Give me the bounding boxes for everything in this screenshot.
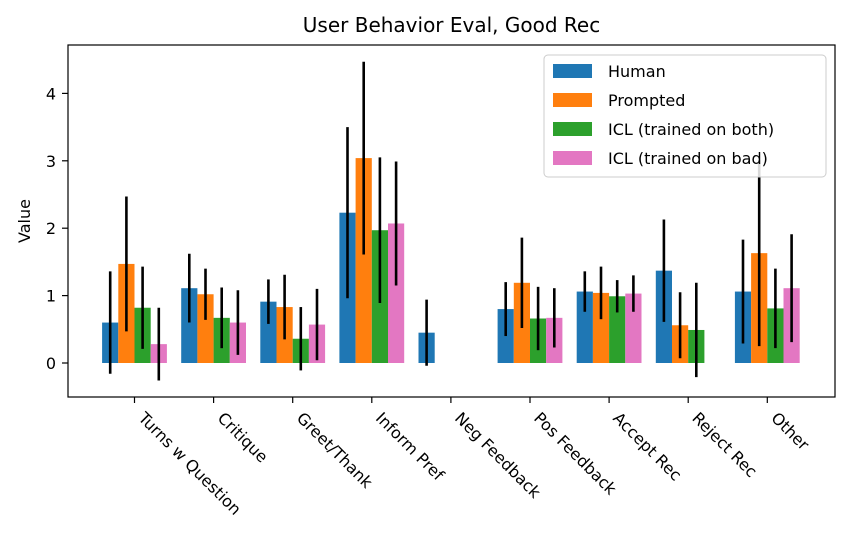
bar-0-1 [181,288,198,363]
y-axis-label: Value [15,199,34,243]
bar-0-2 [260,301,277,363]
legend-label: ICL (trained on both) [608,120,774,139]
legend-box [543,54,827,178]
y-tick-label: 0 [46,354,56,373]
x-tick-label: Other [767,408,813,454]
error-bars-layer [108,61,793,381]
x-tick-label: Inform Pref [372,408,448,484]
y-tick-label: 4 [46,84,56,103]
y-tick-label: 1 [46,287,56,306]
chart-title: User Behavior Eval, Good Rec [303,13,600,37]
legend-label: Human [608,62,666,81]
legend-swatch [553,64,592,78]
y-axis: 0 1 2 3 4 [46,84,68,373]
y-tick-label: 3 [46,152,56,171]
bar-2-6 [609,296,626,363]
bar-1-1 [197,294,214,363]
bar-3-6 [625,293,642,363]
bar-0-6 [576,291,593,363]
y-tick-label: 2 [46,219,56,238]
x-tick-label: Greet/Thank [293,408,377,492]
legend: Human Prompted ICL (trained on both) ICL (t… [543,54,827,178]
x-tick-label: Pos Feedback [530,408,621,499]
bar-1-6 [592,292,610,363]
legend-label: Prompted [608,91,685,110]
bar-3-3 [388,223,405,363]
bar-1-3 [355,158,372,363]
x-tick-label: Accept Rec [609,408,685,484]
legend-swatch [553,93,592,107]
x-tick-label: Critique [214,408,272,466]
x-tick-label: Reject Rec [688,408,761,481]
legend-label: ICL (trained on bad) [608,149,768,168]
legend-swatch [553,122,592,136]
legend-swatch [553,151,592,165]
